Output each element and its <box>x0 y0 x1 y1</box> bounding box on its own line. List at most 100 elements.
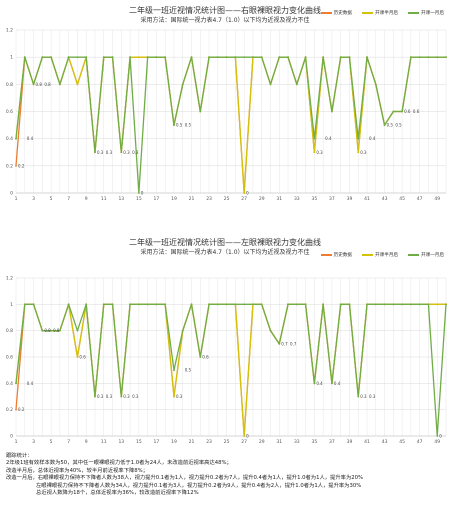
right-eye-chart: 二年级一班近视情况统计图——右眼裸眼视力变化曲线 采用方法：国际统一视力表4.7… <box>0 0 450 238</box>
data-point <box>173 395 175 398</box>
data-label: 0.4 <box>334 381 341 386</box>
legend-item: 开课一月后 <box>408 252 444 258</box>
x-tick-label: 23 <box>206 439 212 445</box>
x-tick-label: 25 <box>224 439 230 445</box>
x-tick-label: 39 <box>347 196 353 202</box>
data-point <box>313 151 316 154</box>
data-label: 0.6 <box>79 355 86 360</box>
data-label: 0.8 <box>44 82 51 87</box>
data-label: 0.4 <box>316 381 323 386</box>
data-label: 0.3 <box>316 150 323 155</box>
x-tick-label: 41 <box>364 439 370 445</box>
data-point <box>190 56 193 59</box>
x-tick-label: 9 <box>85 439 88 445</box>
data-point <box>418 56 421 59</box>
notes-line: 左眼裸眼视力保持不下降者人数为34人，视力提升0.1者为3人，视力提升0.2者为… <box>36 482 362 489</box>
data-point <box>15 164 17 167</box>
data-point <box>120 151 123 154</box>
data-point <box>129 303 131 306</box>
data-point <box>374 303 377 306</box>
data-point <box>445 303 447 306</box>
data-point <box>146 303 149 306</box>
data-point <box>331 110 333 113</box>
data-point <box>120 395 123 398</box>
data-label: 0.3 <box>360 394 367 399</box>
data-point <box>234 303 237 306</box>
data-point <box>76 83 79 86</box>
data-point <box>436 56 439 59</box>
data-label: 0.8 <box>36 82 43 87</box>
data-label: 0.6 <box>404 109 411 114</box>
data-point <box>58 83 61 86</box>
data-label: 0.3 <box>97 150 104 155</box>
data-label: 0.8 <box>44 328 51 333</box>
data-point <box>278 56 281 59</box>
data-label: 0.3 <box>132 394 139 399</box>
y-tick-label: 0.6 <box>6 109 13 115</box>
data-label: 0.7 <box>290 341 297 346</box>
data-point <box>137 192 140 194</box>
data-label: 0.4 <box>27 381 34 386</box>
data-point <box>427 303 430 306</box>
legend-label: 历史数据 <box>333 253 353 258</box>
x-tick-label: 45 <box>399 439 405 445</box>
chart-subtitle: 采用方法：国际统一视力表4.7（1.0）以下均为近视及视力不佳 <box>140 249 310 256</box>
data-point <box>76 56 79 59</box>
data-point <box>427 56 430 59</box>
data-point <box>243 192 246 194</box>
x-tick-label: 47 <box>417 196 423 202</box>
x-tick-label: 33 <box>294 439 300 445</box>
series-line <box>15 56 446 194</box>
x-tick-label: 37 <box>329 439 335 445</box>
x-tick-label: 15 <box>136 196 142 202</box>
data-point <box>111 303 114 306</box>
x-tick-label: 21 <box>189 196 195 202</box>
x-tick-label: 7 <box>67 439 70 445</box>
data-point <box>15 382 17 385</box>
legend-swatch <box>408 12 420 14</box>
chart-plot: 00.20.40.60.811.21 3 5 7 9 11 13 15 17 19 21 23 25 27… <box>6 28 447 202</box>
series-line <box>15 303 446 437</box>
notes-heading: 跟踪统计： <box>6 453 33 459</box>
left-eye-chart: 二年级一班近视情况统计图——左眼裸眼视力变化曲线 采用方法：国际统一视力表4.7… <box>0 238 450 450</box>
x-tick-label: 49 <box>434 196 440 202</box>
data-point <box>287 303 289 306</box>
y-tick-label: 0.4 <box>6 381 13 387</box>
data-point <box>190 303 193 306</box>
x-tick-label: 31 <box>276 439 282 445</box>
data-point <box>401 110 404 113</box>
legend-label: 开课一月后 <box>421 11 444 16</box>
y-tick-label: 0 <box>10 191 13 197</box>
data-point <box>383 124 386 126</box>
data-point <box>50 329 53 332</box>
data-point <box>339 303 342 306</box>
chart-legend: 历史数据 开课半月后 开课一月后 <box>320 10 444 16</box>
data-point <box>401 303 404 306</box>
chart-subtitle: 采用方法：国际统一视力表4.7（1.0）以下均为近视及视力不佳 <box>140 17 310 24</box>
x-tick-label: 11 <box>101 439 107 445</box>
data-point <box>129 56 131 59</box>
data-point <box>146 56 149 59</box>
chart-title: 二年级一班近视情况统计图——左眼裸眼视力变化曲线 <box>129 238 321 247</box>
data-label: 0.4 <box>325 136 332 141</box>
data-point <box>366 56 368 59</box>
data-point <box>76 356 79 358</box>
data-point <box>58 329 61 332</box>
data-point <box>41 56 44 59</box>
data-label: 0 <box>141 191 144 196</box>
data-point <box>173 124 175 126</box>
x-tick-label: 33 <box>294 196 300 202</box>
data-point <box>50 56 53 59</box>
y-tick-label: 1 <box>10 55 13 61</box>
series-line <box>15 56 446 194</box>
x-tick-label: 13 <box>118 196 124 202</box>
y-tick-label: 0.4 <box>6 136 13 142</box>
data-point <box>313 137 316 140</box>
data-label: 0.7 <box>281 341 288 346</box>
data-point <box>331 382 333 385</box>
chart-title: 二年级一班近视情况统计图——右眼裸眼视力变化曲线 <box>129 6 321 15</box>
data-label: 0.8 <box>53 328 60 333</box>
data-point <box>409 303 412 306</box>
tracking-notes: 跟踪统计： 2年级1班有效样本数为50，其中任一眼裸眼视力低于1.0者为24人，… <box>6 453 446 497</box>
y-tick-label: 0.6 <box>6 355 13 361</box>
